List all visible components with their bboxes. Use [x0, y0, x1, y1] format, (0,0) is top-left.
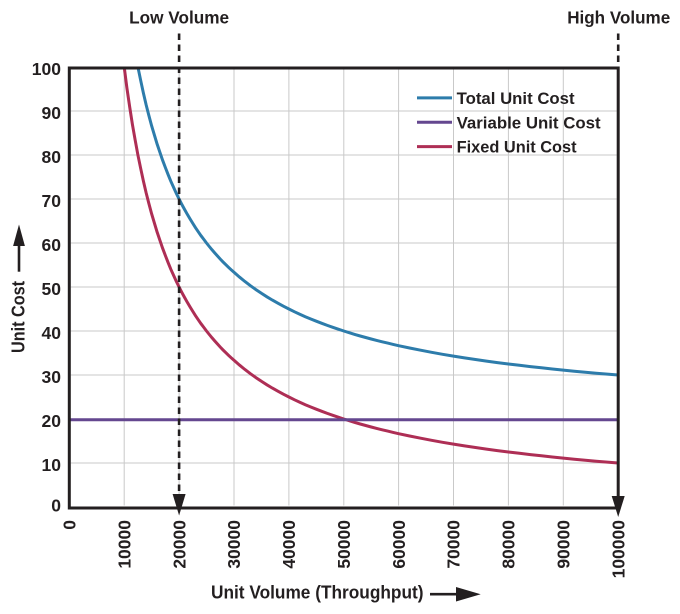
- svg-text:Total Unit Cost: Total Unit Cost: [457, 89, 575, 108]
- svg-text:60000: 60000: [389, 520, 409, 569]
- svg-text:50000: 50000: [334, 520, 354, 569]
- svg-text:40: 40: [42, 323, 62, 343]
- svg-text:30: 30: [42, 367, 62, 387]
- svg-text:30000: 30000: [224, 520, 244, 569]
- svg-text:Fixed Unit Cost: Fixed Unit Cost: [457, 138, 577, 157]
- svg-text:0: 0: [60, 520, 80, 530]
- svg-text:60: 60: [42, 235, 62, 255]
- svg-text:40000: 40000: [279, 520, 299, 569]
- svg-text:20: 20: [42, 411, 62, 431]
- svg-text:90000: 90000: [554, 520, 574, 569]
- svg-text:70: 70: [42, 191, 62, 211]
- svg-text:80: 80: [42, 147, 62, 167]
- svg-text:Unit Cost: Unit Cost: [9, 281, 29, 353]
- svg-text:50: 50: [42, 279, 62, 299]
- svg-text:70000: 70000: [444, 520, 464, 569]
- svg-text:10000: 10000: [114, 520, 134, 569]
- svg-text:80000: 80000: [499, 520, 519, 569]
- svg-text:Unit Volume (Throughput): Unit Volume (Throughput): [211, 583, 424, 603]
- svg-text:Variable Unit Cost: Variable Unit Cost: [457, 113, 601, 132]
- svg-text:100000: 100000: [608, 520, 628, 579]
- svg-text:Low Volume: Low Volume: [129, 8, 229, 28]
- svg-text:100: 100: [32, 59, 61, 79]
- svg-text:20000: 20000: [169, 520, 189, 569]
- svg-text:10: 10: [42, 455, 62, 475]
- svg-text:0: 0: [51, 496, 61, 516]
- svg-text:90: 90: [42, 103, 62, 123]
- svg-text:High Volume: High Volume: [567, 8, 670, 28]
